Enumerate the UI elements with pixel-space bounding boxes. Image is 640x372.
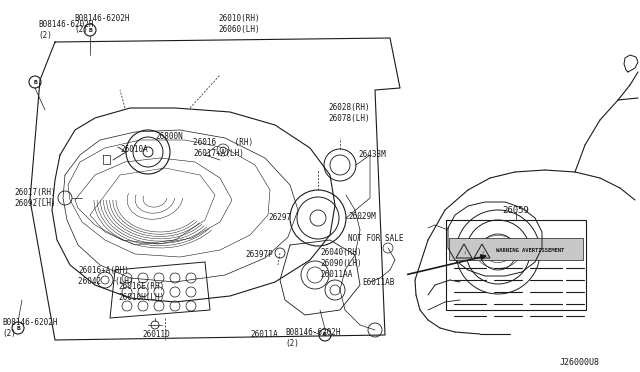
Text: B08146-6202H
(2): B08146-6202H (2): [285, 328, 340, 348]
Text: 26011A: 26011A: [250, 330, 278, 339]
Text: 26040(RH)
26090(LH)
26011AA: 26040(RH) 26090(LH) 26011AA: [320, 248, 362, 279]
Text: 26029M: 26029M: [348, 212, 376, 221]
Text: B08146-6202H
(2): B08146-6202H (2): [38, 20, 93, 40]
Text: B08146-6202H
(2): B08146-6202H (2): [74, 14, 129, 34]
Text: NOT FOR SALE: NOT FOR SALE: [348, 234, 403, 243]
Bar: [449, 238, 583, 260]
Text: 26028(RH)
26078(LH): 26028(RH) 26078(LH): [328, 103, 370, 123]
Text: 26016E(RH)
26010H(LH): 26016E(RH) 26010H(LH): [118, 282, 164, 302]
Text: 26059: 26059: [502, 206, 529, 215]
Text: E6011AB: E6011AB: [362, 278, 394, 287]
Text: 26017(RH)
26092(LH): 26017(RH) 26092(LH): [14, 188, 56, 208]
Text: 26297: 26297: [268, 213, 291, 222]
Text: B: B: [33, 80, 37, 84]
Text: 26800N: 26800N: [155, 132, 183, 141]
Text: 26016+A(RH)
26042   (LH): 26016+A(RH) 26042 (LH): [78, 266, 134, 286]
Text: B: B: [323, 333, 327, 337]
Text: 26397P: 26397P: [245, 250, 273, 259]
Text: B: B: [16, 326, 20, 330]
Text: 26011D: 26011D: [142, 330, 170, 339]
Text: !: !: [481, 250, 483, 256]
Text: J26000U8: J26000U8: [560, 358, 600, 367]
Text: B: B: [88, 28, 92, 32]
Text: WARNING AVERTISSEMENT: WARNING AVERTISSEMENT: [496, 247, 564, 253]
Bar: [446, 220, 586, 310]
Text: 26010(RH)
26060(LH): 26010(RH) 26060(LH): [218, 14, 260, 34]
Text: 26433M: 26433M: [358, 150, 386, 159]
Text: !: !: [463, 250, 465, 256]
Text: 26016    (RH)
26017+A(LH): 26016 (RH) 26017+A(LH): [193, 138, 253, 158]
Text: B08146-6202H
(2): B08146-6202H (2): [2, 318, 58, 338]
Text: 26010A: 26010A: [120, 145, 148, 154]
